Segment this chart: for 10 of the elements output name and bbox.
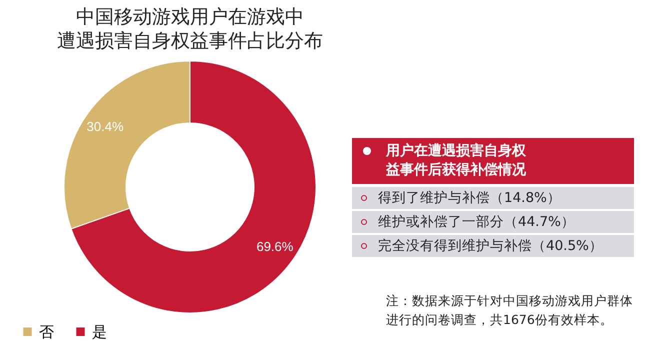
text: 得到了维护与补偿（14.8%） — [378, 190, 561, 206]
text: 维护或补偿了一部分（44.7%） — [378, 214, 575, 230]
chart-title: 中国移动游戏用户在游戏中遭遇损害自身权益事件占比分布 — [57, 6, 323, 52]
text: 用户在遭遇损害自身权益事件后获得补偿情况 — [386, 142, 527, 180]
legend-label: 是 — [92, 324, 107, 341]
text: 注：数据来源于针对中国移动游戏用户群体进行的问卷调查，共1676份有效样本。 — [386, 292, 634, 329]
data-label: 30.4% — [86, 118, 124, 134]
text: 完全没有得到维护与补偿（40.5%） — [378, 238, 603, 254]
legend-label: 否 — [39, 324, 54, 341]
data-label: 69.6% — [256, 239, 294, 254]
